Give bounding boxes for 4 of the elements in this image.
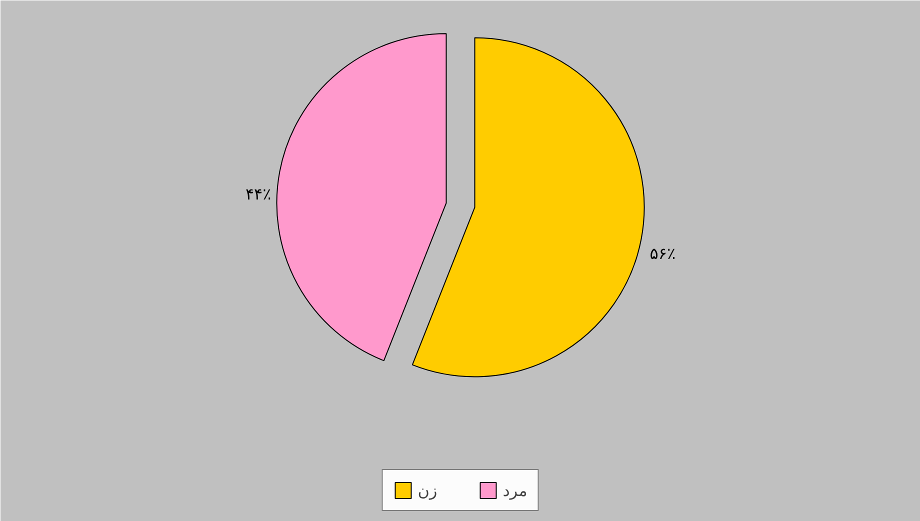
legend-label: مرد <box>502 480 528 500</box>
legend-label: زن <box>418 480 438 500</box>
data-label: ۵۶٪ <box>650 244 676 263</box>
data-label: ۴۴٪ <box>245 184 272 204</box>
